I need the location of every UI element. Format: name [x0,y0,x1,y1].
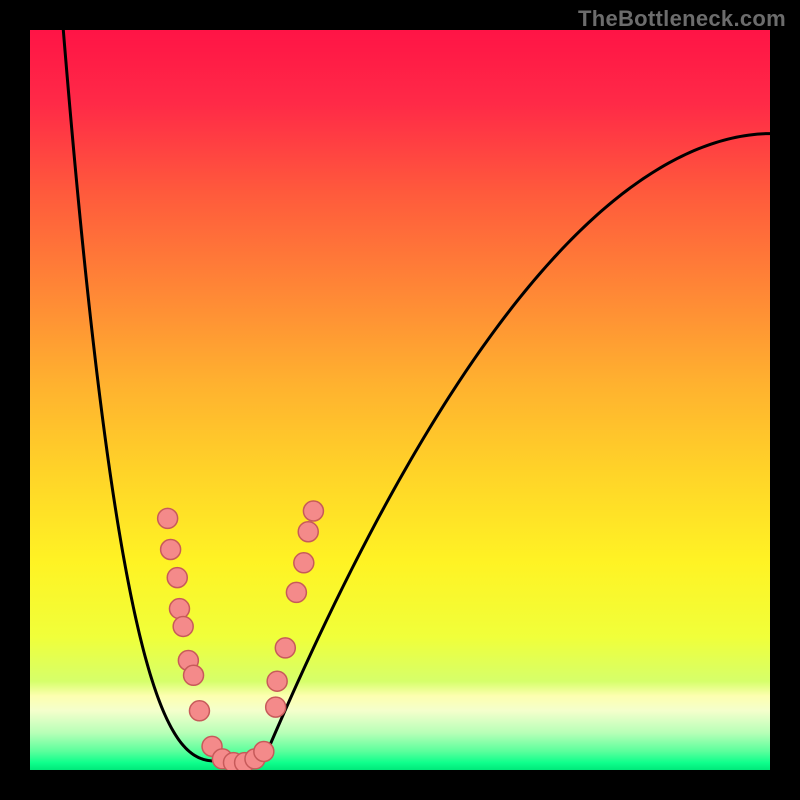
data-marker [169,599,189,619]
watermark-text: TheBottleneck.com [578,6,786,32]
data-marker [167,568,187,588]
data-marker [275,638,295,658]
data-marker [158,508,178,528]
data-marker [303,501,323,521]
plot-background [30,30,770,770]
data-marker [189,701,209,721]
data-marker [267,671,287,691]
bottleneck-chart [0,0,800,800]
data-marker [294,553,314,573]
data-marker [298,522,318,542]
data-marker [286,582,306,602]
data-marker [173,616,193,636]
data-marker [184,665,204,685]
data-marker [254,742,274,762]
data-marker [266,697,286,717]
data-marker [161,539,181,559]
